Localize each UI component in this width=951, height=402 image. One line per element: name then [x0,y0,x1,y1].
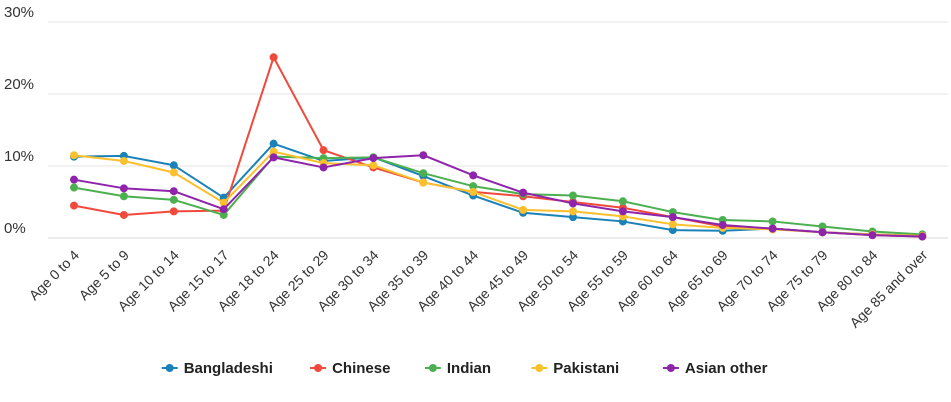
legend-dot-marker [666,364,675,372]
data-point[interactable] [219,198,228,207]
data-point[interactable] [469,171,478,180]
data-point[interactable] [668,226,677,235]
y-tick-label: 20% [4,76,34,93]
data-point[interactable] [569,207,577,216]
y-axis: 0% 10% 20% 30% [4,4,34,237]
data-point[interactable] [70,183,78,192]
series-chinese [70,53,927,241]
data-point[interactable] [768,217,777,226]
legend-label: Pakistani [553,360,619,377]
legend-item[interactable]: Chinese [310,360,390,377]
data-point[interactable] [269,139,278,148]
data-point[interactable] [818,228,827,237]
data-point[interactable] [419,151,428,160]
data-point[interactable] [119,156,128,165]
y-tick-label: 30% [4,4,34,21]
legend-dot-marker [428,364,437,372]
legend-item[interactable]: Asian other [662,360,768,377]
data-point[interactable] [119,210,128,219]
data-point[interactable] [319,146,328,155]
data-point[interactable] [868,231,877,240]
data-point[interactable] [818,222,827,231]
data-point[interactable] [569,213,577,222]
legend: Bangladeshi Chinese Indian Pakistani Asian o… [161,360,768,377]
legend-dot-marker [535,364,544,372]
data-point[interactable] [718,221,727,230]
data-point[interactable] [618,197,627,206]
legend-label: Indian [447,360,491,377]
data-point[interactable] [519,188,528,197]
data-point[interactable] [419,169,428,178]
grid-layer [48,21,948,239]
data-point[interactable] [668,220,677,229]
series-line [73,56,923,238]
data-point[interactable] [70,151,78,160]
legend-label: Chinese [332,360,390,377]
y-tick-label: 10% [4,148,34,165]
data-point[interactable] [569,191,577,200]
legend-dot-marker [165,364,174,372]
legend-item[interactable]: Pakistani [531,360,619,377]
data-point[interactable] [169,195,178,204]
y-tick-label: 0% [4,220,26,237]
data-point[interactable] [269,53,278,62]
data-point[interactable] [219,205,228,214]
data-point[interactable] [369,154,378,163]
x-tick-label: Age 0 to 4 [26,247,83,304]
data-point[interactable] [169,161,178,170]
data-point[interactable] [618,207,627,216]
series-line [73,154,923,238]
data-point[interactable] [70,175,78,184]
data-point[interactable] [169,168,178,177]
data-point[interactable] [469,187,478,196]
legend-item[interactable]: Indian [424,360,491,377]
data-point[interactable] [469,182,478,191]
data-point[interactable] [369,161,378,170]
data-point[interactable] [918,232,927,241]
data-point[interactable] [119,192,128,201]
data-point[interactable] [569,199,577,208]
data-point[interactable] [519,205,528,214]
legend-label: Asian other [685,360,768,377]
data-point[interactable] [419,178,428,187]
data-point[interactable] [269,147,278,156]
data-point[interactable] [668,213,677,222]
data-point[interactable] [169,187,178,196]
data-point[interactable] [269,153,278,162]
legend-label: Bangladeshi [184,360,273,377]
data-point[interactable] [219,210,228,219]
series-asian-other [70,151,927,241]
series-line [73,155,923,236]
data-point[interactable] [169,207,178,216]
data-point[interactable] [70,201,78,210]
series-layer [70,53,927,241]
data-point[interactable] [119,184,128,193]
data-point[interactable] [319,163,328,172]
legend-item[interactable]: Bangladeshi [161,360,273,377]
data-point[interactable] [768,224,777,233]
legend-dot-marker [314,364,323,372]
